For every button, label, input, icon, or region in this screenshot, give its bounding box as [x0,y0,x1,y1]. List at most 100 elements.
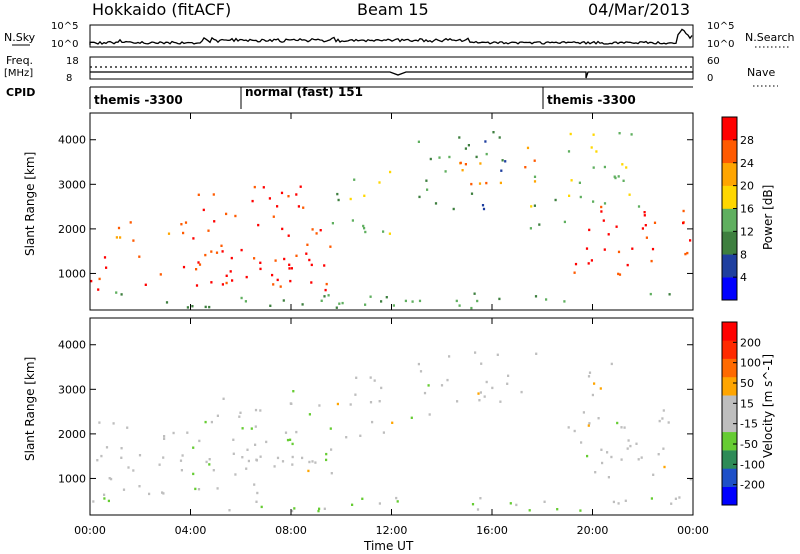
power-cell [617,175,620,178]
freq-trace [90,71,693,79]
velocity-cell [587,375,591,378]
velocity-cell [476,508,480,511]
power-cell [259,261,262,264]
power-cell [325,282,328,286]
power-cell [323,264,326,267]
velocity-cell [556,508,559,511]
power-cell [380,300,383,303]
power-cell [272,283,275,286]
power-cell [288,267,291,270]
power-cell [208,305,211,309]
power-cell [364,230,367,234]
power-scatter [90,131,692,310]
velocity-cell [245,467,248,470]
velocity-cell [678,496,681,499]
power-cell [195,268,198,271]
cpid-segment-1: themis -3300 [94,93,183,107]
power-cell [563,300,566,303]
power-cell [132,239,135,242]
velocity-cell [232,452,235,455]
power-cell [492,131,495,134]
velocity-cell [255,458,258,461]
velocity-cell [483,395,486,398]
time-axis: 00:00 04:00 08:00 12:00 16:00 20:00 00:00 [74,113,709,537]
power-cell [595,150,598,153]
velocity-cell [163,437,166,440]
velocity-cell [588,422,591,425]
power-cell [524,166,527,169]
power-cell [388,232,391,235]
power-colorbar-band [722,254,737,278]
power-cell [385,296,388,299]
velocity-cell [192,446,195,449]
power-cell [90,279,93,283]
velocity-cell [162,492,165,495]
velocity-cell [238,415,241,418]
power-cell [425,179,428,182]
velocity-cell [107,499,110,503]
power-cell [159,273,162,276]
power-cell [204,305,207,309]
velocity-cell [254,425,257,428]
power-cell [649,292,652,296]
velocity-cell [330,448,333,451]
power-cell [533,175,537,178]
velocity-cell [138,485,141,488]
velocity-cell [629,444,632,448]
velocity-cell [410,416,413,419]
velocity-cell [607,476,610,479]
velocity-cell [162,456,165,459]
cpid-strip: CPID themis -3300 normal (fast) 151 them… [6,85,693,109]
velocity-cell [617,502,620,505]
velocity-cell [485,380,488,384]
velocity-cell [180,469,183,472]
power-cell [684,252,687,256]
velocity-cell [471,503,475,506]
velocity-cell [284,431,288,434]
power-cell [651,247,655,251]
power-cell [530,205,533,208]
velocity-cell [336,402,339,406]
power-cell [281,227,284,231]
velocity-cell [289,438,292,441]
power-cell [310,281,313,284]
power-colorbar-band [722,117,737,141]
velocity-colorbar-band [722,486,737,506]
power-cell [455,299,458,303]
velocity-cell [205,460,208,464]
power-cell [257,223,260,227]
power-cell [470,192,474,195]
power-cell [97,288,100,291]
power-cell [418,299,422,303]
velocity-colorbar-band [722,413,737,433]
power-colorbar-tick-label: 16 [740,203,754,216]
velocity-cell [281,460,285,463]
power-colorbar-tick-label: 28 [740,134,754,147]
nave-label: Nave [747,66,775,79]
power-cell [470,182,473,186]
power-cell [213,220,216,223]
power-y-label: Slant Range [km] [23,152,37,256]
velocity-cell [626,447,629,450]
power-cell [592,133,595,136]
velocity-cell [610,362,613,366]
velocity-cell [295,430,298,434]
velocity-colorbar-band [722,395,737,414]
velocity-cell [228,509,231,512]
velocity-cell [265,440,268,444]
velocity-cell [273,465,276,468]
nsearch-label: N.Search [745,31,795,44]
power-cell [588,228,591,232]
velocity-cell [515,503,518,507]
power-cell [498,297,501,301]
power-cell [115,236,118,239]
power-colorbar-tick-label: 8 [740,248,747,261]
power-cell [240,296,243,300]
velocity-cell [369,376,372,379]
power-cell [467,144,470,147]
velocity-cell [311,460,314,463]
power-cell [615,225,618,228]
nsearch-tick-bottom: 10^0 [707,39,734,50]
power-cell [210,281,213,284]
velocity-cell [359,434,362,437]
